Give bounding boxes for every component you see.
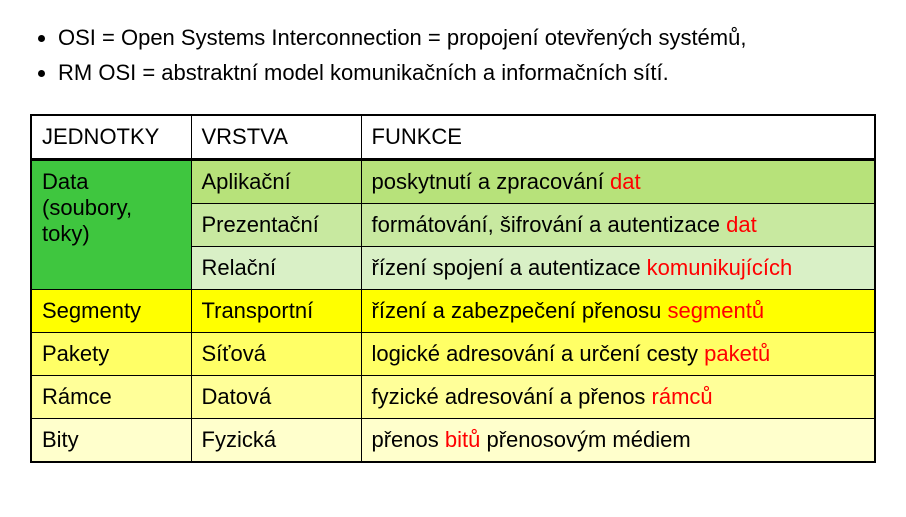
func-net: logické adresování a určení cesty paketů: [361, 333, 875, 376]
layer-sess: Relační: [191, 247, 361, 290]
func-phys-hl: bitů: [445, 427, 480, 452]
header-func: FUNKCE: [361, 115, 875, 160]
func-net-hl: paketů: [704, 341, 770, 366]
func-trans-pre: řízení a zabezpečení přenosu: [372, 298, 668, 323]
table-row: Bity Fyzická přenos bitů přenosovým médi…: [31, 419, 875, 463]
func-app-hl: dat: [610, 169, 641, 194]
table-row: Data (soubory, toky) Aplikační poskytnut…: [31, 160, 875, 204]
func-phys: přenos bitů přenosovým médiem: [361, 419, 875, 463]
func-link-hl: rámců: [652, 384, 713, 409]
unit-segments: Segmenty: [31, 290, 191, 333]
layer-net: Síťová: [191, 333, 361, 376]
table-row: Rámce Datová fyzické adresování a přenos…: [31, 376, 875, 419]
bullet-item: OSI = Open Systems Interconnection = pro…: [58, 20, 876, 55]
func-app: poskytnutí a zpracování dat: [361, 160, 875, 204]
func-trans: řízení a zabezpečení přenosu segmentů: [361, 290, 875, 333]
bullet-item: RM OSI = abstraktní model komunikačních …: [58, 55, 876, 90]
func-phys-post: přenosovým médiem: [480, 427, 690, 452]
header-layer: VRSTVA: [191, 115, 361, 160]
func-phys-pre: přenos: [372, 427, 445, 452]
layer-trans: Transportní: [191, 290, 361, 333]
table-header-row: JEDNOTKY VRSTVA FUNKCE: [31, 115, 875, 160]
func-net-pre: logické adresování a určení cesty: [372, 341, 705, 366]
unit-data-line1: Data: [42, 169, 88, 194]
func-link: fyzické adresování a přenos rámců: [361, 376, 875, 419]
layer-app: Aplikační: [191, 160, 361, 204]
func-link-pre: fyzické adresování a přenos: [372, 384, 652, 409]
func-sess-pre: řízení spojení a autentizace: [372, 255, 647, 280]
func-pres: formátování, šifrování a autentizace dat: [361, 204, 875, 247]
unit-bits: Bity: [31, 419, 191, 463]
func-pres-pre: formátování, šifrování a autentizace: [372, 212, 727, 237]
unit-frames: Rámce: [31, 376, 191, 419]
layer-phys: Fyzická: [191, 419, 361, 463]
table-row: Segmenty Transportní řízení a zabezpečen…: [31, 290, 875, 333]
table-row: Pakety Síťová logické adresování a určen…: [31, 333, 875, 376]
layer-pres: Prezentační: [191, 204, 361, 247]
header-units: JEDNOTKY: [31, 115, 191, 160]
unit-data-line2: (soubory, toky): [42, 195, 132, 246]
func-app-pre: poskytnutí a zpracování: [372, 169, 610, 194]
func-pres-hl: dat: [726, 212, 757, 237]
bullet-list: OSI = Open Systems Interconnection = pro…: [30, 20, 876, 90]
func-sess-hl: komunikujících: [647, 255, 793, 280]
layer-link: Datová: [191, 376, 361, 419]
unit-packets: Pakety: [31, 333, 191, 376]
unit-data: Data (soubory, toky): [31, 160, 191, 290]
func-trans-hl: segmentů: [667, 298, 764, 323]
func-sess: řízení spojení a autentizace komunikujíc…: [361, 247, 875, 290]
osi-table: JEDNOTKY VRSTVA FUNKCE Data (soubory, to…: [30, 114, 876, 463]
